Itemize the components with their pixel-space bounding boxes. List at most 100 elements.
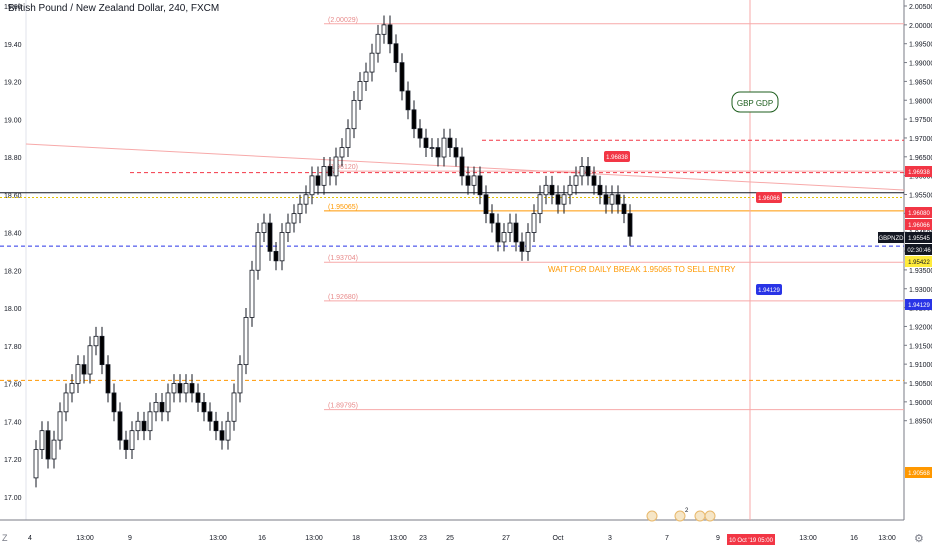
candle-body bbox=[351, 99, 357, 130]
candle-body bbox=[171, 383, 177, 394]
x-axis-tick-label: 13:00 bbox=[389, 535, 407, 542]
candle-body bbox=[447, 137, 453, 148]
callout-text: 1.94129 bbox=[758, 288, 780, 294]
price-tag bbox=[905, 244, 932, 255]
candle-body bbox=[123, 439, 129, 450]
price-tag bbox=[905, 207, 932, 218]
candle-body bbox=[75, 364, 81, 384]
candle-body bbox=[459, 156, 465, 177]
x-axis-tick-label: 13:00 bbox=[76, 535, 94, 542]
right-axis-tick-label: 1.96500 bbox=[909, 155, 932, 162]
candle-body bbox=[513, 222, 519, 243]
candle-body bbox=[507, 222, 513, 233]
candle-body bbox=[501, 232, 507, 243]
price-tag bbox=[905, 256, 932, 267]
callout-badge bbox=[756, 284, 782, 295]
candle-body bbox=[441, 137, 447, 158]
candle-body bbox=[39, 430, 45, 450]
right-axis-tick-label: 1.91500 bbox=[909, 343, 932, 350]
candle-body bbox=[585, 166, 591, 177]
candle-body bbox=[219, 430, 225, 441]
candle-body bbox=[483, 194, 489, 215]
candle-body bbox=[207, 411, 213, 422]
candle-body bbox=[369, 52, 375, 73]
candle-body bbox=[525, 232, 531, 252]
right-axis-tick-label: 1.91000 bbox=[909, 362, 932, 369]
callout-badge bbox=[604, 151, 630, 162]
candle-body bbox=[237, 364, 243, 394]
candle-body bbox=[339, 147, 345, 158]
left-axis-tick-label: 18.60 bbox=[4, 193, 22, 200]
candle-body bbox=[147, 411, 153, 432]
candle-body bbox=[495, 222, 501, 243]
candle-body bbox=[243, 317, 249, 366]
fib-level-label: (1.92680) bbox=[328, 294, 358, 301]
trendline bbox=[25, 143, 905, 191]
event-icon bbox=[674, 510, 686, 522]
price-tag bbox=[905, 232, 932, 243]
left-axis-tick-label: 18.20 bbox=[4, 268, 22, 275]
candle-body bbox=[579, 166, 585, 177]
right-axis-tick-label: 1.96000 bbox=[909, 174, 932, 181]
right-axis-tick-label: 1.93500 bbox=[909, 268, 932, 275]
candle-body bbox=[411, 109, 417, 130]
left-axis-tick-label: 17.00 bbox=[4, 495, 22, 502]
left-axis-tick-label: 19.20 bbox=[4, 80, 22, 87]
candle-body bbox=[255, 232, 261, 271]
candle-body bbox=[69, 383, 75, 394]
left-axis-tick-label: 17.60 bbox=[4, 382, 22, 389]
candle-body bbox=[99, 335, 105, 366]
candle-body bbox=[549, 184, 555, 196]
left-axis-tick-label: 18.80 bbox=[4, 155, 22, 162]
candle-body bbox=[57, 411, 63, 441]
fib-level-label: (1.95065) bbox=[328, 204, 358, 211]
candle-body bbox=[429, 147, 435, 149]
x-axis-tick-label: Oct bbox=[553, 535, 564, 542]
price-tag-text: 1.96080 bbox=[908, 211, 930, 217]
right-axis-tick-label: 1.97500 bbox=[909, 117, 932, 124]
right-axis-tick-label: 2.00500 bbox=[909, 4, 932, 11]
gear-icon[interactable]: ⚙ bbox=[914, 533, 924, 545]
event-count: 2 bbox=[685, 508, 689, 514]
candle-body bbox=[213, 420, 219, 432]
candle-body bbox=[573, 175, 579, 186]
candle-body bbox=[561, 194, 567, 205]
candle-body bbox=[249, 269, 255, 318]
candle-body bbox=[225, 420, 231, 441]
candle-body bbox=[279, 232, 285, 262]
candle-body bbox=[267, 222, 273, 252]
right-axis-tick-label: 2.00000 bbox=[909, 23, 932, 30]
right-axis-tick-label: 1.95500 bbox=[909, 193, 932, 200]
candle-body bbox=[165, 392, 171, 413]
candle-body bbox=[81, 364, 87, 375]
candle-body bbox=[465, 175, 471, 186]
candle-body bbox=[423, 137, 429, 148]
event-icon bbox=[646, 510, 658, 522]
fib-level-label: (1.93704) bbox=[328, 255, 358, 262]
candle-body bbox=[297, 203, 303, 215]
crosshair-date-badge bbox=[727, 534, 775, 545]
price-tag-text: 1.90568 bbox=[908, 471, 930, 477]
candle-body bbox=[345, 128, 351, 148]
candle-body bbox=[33, 449, 39, 479]
candle-body bbox=[195, 392, 201, 403]
right-axis-tick-label: 1.98500 bbox=[909, 79, 932, 86]
left-axis-tick-label: 17.80 bbox=[4, 344, 22, 351]
candle-body bbox=[141, 420, 147, 432]
candle-body bbox=[603, 194, 609, 205]
right-axis-tick-label: 1.89500 bbox=[909, 419, 932, 426]
zoom-button[interactable]: Z bbox=[2, 533, 8, 543]
candle-body bbox=[381, 24, 387, 35]
fib-level-label: (2.00029) bbox=[328, 17, 358, 24]
candle-body bbox=[387, 24, 393, 45]
x-axis-tick-label: 4 bbox=[28, 535, 32, 542]
right-axis-tick-label: 1.99500 bbox=[909, 42, 932, 49]
candle-body bbox=[417, 128, 423, 139]
event-icon bbox=[694, 510, 706, 522]
candle-body bbox=[555, 194, 561, 205]
candle-body bbox=[93, 335, 99, 347]
left-axis-tick-label: 19.00 bbox=[4, 117, 22, 124]
candle-body bbox=[375, 33, 381, 54]
